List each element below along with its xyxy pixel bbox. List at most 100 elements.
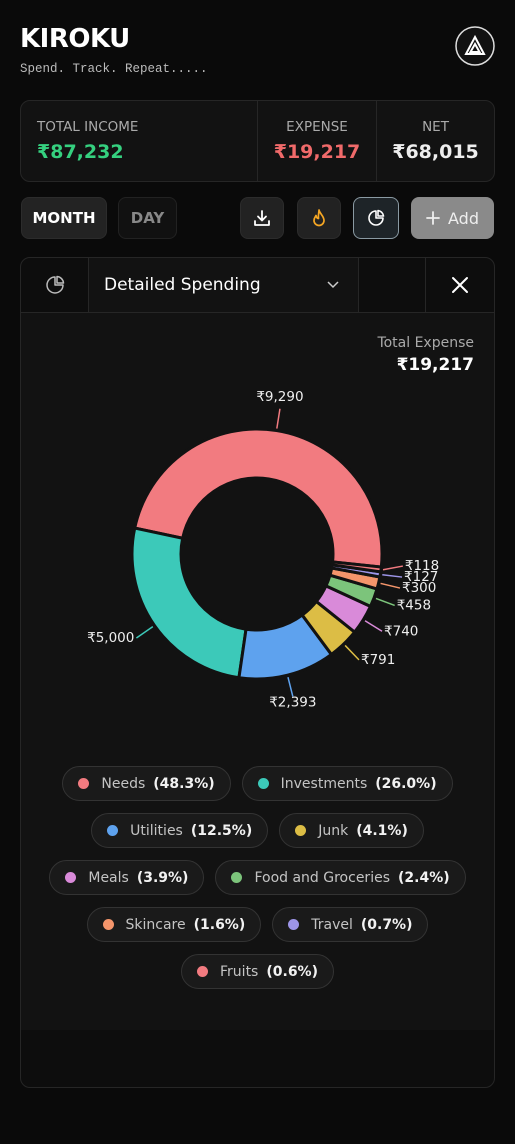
leader-line [382,573,403,578]
download-icon [254,210,270,226]
value-label: ₹9,290 [256,389,303,405]
legend-item[interactable]: Food and Groceries (2.4%) [215,860,466,895]
legend-item[interactable]: Junk (4.1%) [279,813,424,848]
legend-swatch [295,825,307,836]
legend-row: Utilities (12.5%) Junk (4.1%) [21,813,494,860]
legend-label: Food and Groceries [254,869,390,886]
chart-button[interactable] [353,197,399,239]
tagline: Spend. Track. Repeat..... [20,62,208,76]
donut-chart: ₹9,290 ₹5,000 ₹2,393 ₹791 ₹740 ₹458₹300₹127₹1… [87,389,439,711]
income-cell: TOTAL INCOME ₹87,232 [21,101,258,181]
summary-label: TOTAL INCOME [37,119,139,135]
legend-item[interactable]: Utilities (12.5%) [91,813,269,848]
plus-icon [426,211,440,225]
legend-item[interactable]: Skincare (1.6%) [86,907,262,942]
legend-swatch [257,778,269,789]
legend-swatch [288,919,300,930]
value-label: ₹5,000 [87,630,134,646]
legend-swatch [65,872,77,883]
streak-button[interactable] [297,197,341,239]
legend-row: Needs (48.3%) Investments (26.0%) [21,766,494,813]
value-label: ₹740 [384,623,418,639]
donut-slice [330,560,383,574]
total-value: ₹19,217 [396,355,474,375]
pie-icon [368,209,385,226]
legend-swatch [107,825,119,836]
legend-percent: (48.3%) [153,775,215,792]
legend-label: Travel [311,916,353,933]
legend-item[interactable]: Travel (0.7%) [272,907,429,942]
empty-cell [359,258,426,313]
view-dropdown[interactable]: Detailed Spending [89,258,359,313]
summary-label: NET [422,119,449,135]
legend-item[interactable]: Investments (26.0%) [241,766,453,801]
legend-label: Fruits [220,963,259,980]
legend-percent: (0.7%) [360,916,413,933]
expense-cell: EXPENSE ₹19,217 [258,101,377,181]
chart-type-cell[interactable] [21,258,89,313]
legend-percent: (26.0%) [375,775,437,792]
total-label: Total Expense [377,335,474,351]
month-button[interactable]: MONTH [21,197,107,239]
legend-label: Skincare [125,916,186,933]
flame-icon [313,209,325,227]
value-label: ₹791 [361,652,395,668]
close-icon [452,277,468,293]
legend-label: Junk [318,822,349,839]
day-button[interactable]: DAY [118,197,177,239]
spending-panel: Detailed Spending Total Expense ₹19,217 … [20,257,495,1088]
leader-line [276,408,281,429]
legend-row: Fruits (0.6%) [21,954,494,1001]
donut-slice [130,526,248,680]
close-button[interactable] [426,258,494,313]
chevron-icon [327,281,339,289]
legend-swatch [78,778,90,789]
summary-value: ₹87,232 [37,141,124,163]
summary-label: EXPENSE [286,119,348,135]
net-cell: NET ₹68,015 [377,101,494,181]
legend-label: Needs [101,775,146,792]
legend-swatch [231,872,243,883]
leader-line [364,620,383,632]
legend-label: Utilities [130,822,183,839]
legend-percent: (3.9%) [136,869,189,886]
summary-card: TOTAL INCOME ₹87,232 EXPENSE ₹19,217 NET… [20,100,495,182]
legend-label: Meals [88,869,129,886]
legend-percent: (1.6%) [193,916,246,933]
legend-percent: (4.1%) [356,822,408,839]
legend-swatch [197,966,209,977]
legend-item[interactable]: Fruits (0.6%) [181,954,334,989]
leader-line [135,625,154,639]
legend-percent: (0.6%) [266,963,318,980]
legend-row: Meals (3.9%) Food and Groceries (2.4%) [21,860,494,907]
legend-swatch [102,919,114,930]
value-label: ₹300 [402,580,436,596]
leader-line [375,597,395,607]
value-label: ₹118 [405,558,439,574]
legend-item[interactable]: Needs (48.3%) [62,766,231,801]
download-button[interactable] [240,197,284,239]
value-label: ₹2,393 [269,695,316,711]
add-label: Add [448,208,479,228]
summary-value: ₹68,015 [392,141,479,163]
app-title: KIROKU [20,24,130,54]
value-label: ₹127 [404,569,438,585]
legend-label: Investments [280,775,368,792]
pie-icon [45,275,64,294]
legend: Needs (48.3%) Investments (26.0%) Utilities (… [21,766,494,1001]
leader-line [287,676,294,697]
legend-percent: (12.5%) [190,822,253,839]
dropdown-label: Detailed Spending [104,275,261,295]
legend-row: Skincare (1.6%) Travel (0.7%) [21,907,494,954]
add-button[interactable]: Add [411,197,494,239]
legend-percent: (2.4%) [398,869,450,886]
donut-slice [132,427,384,569]
leader-line [382,565,404,571]
leader-line [380,582,401,589]
leader-line [344,644,360,661]
legend-item[interactable]: Meals (3.9%) [49,860,205,895]
logo-button[interactable] [455,26,495,66]
value-label: ₹458 [397,597,431,613]
summary-value: ₹19,217 [273,141,361,163]
